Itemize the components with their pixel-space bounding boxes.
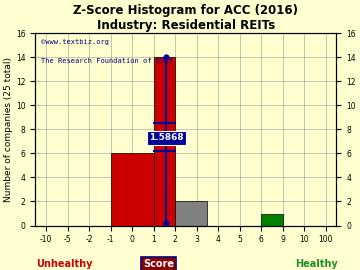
- Title: Z-Score Histogram for ACC (2016)
Industry: Residential REITs: Z-Score Histogram for ACC (2016) Industr…: [73, 4, 298, 32]
- Bar: [175, 201, 207, 225]
- Text: Healthy: Healthy: [295, 259, 338, 269]
- Bar: [154, 57, 175, 225]
- Y-axis label: Number of companies (25 total): Number of companies (25 total): [4, 57, 13, 202]
- Text: Score: Score: [143, 259, 174, 269]
- Bar: [111, 153, 154, 225]
- Text: Unhealthy: Unhealthy: [36, 259, 93, 269]
- Text: The Research Foundation of SUNY: The Research Foundation of SUNY: [41, 58, 173, 64]
- Bar: [261, 214, 283, 225]
- Text: ©www.textbiz.org: ©www.textbiz.org: [41, 39, 109, 45]
- Text: 1.5868: 1.5868: [149, 133, 184, 142]
